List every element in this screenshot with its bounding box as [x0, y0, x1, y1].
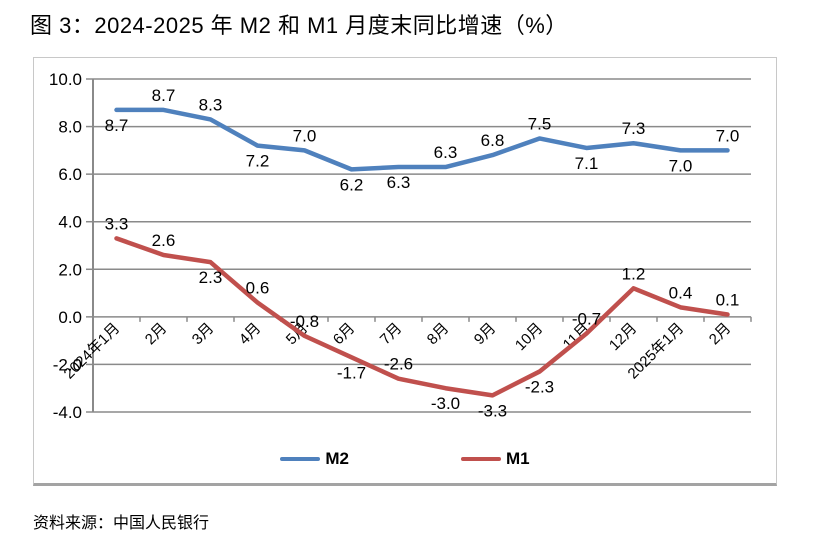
svg-text:7月: 7月 [377, 320, 406, 349]
svg-text:10.0: 10.0 [49, 70, 82, 89]
svg-text:0.1: 0.1 [716, 290, 740, 309]
svg-text:6.3: 6.3 [387, 173, 411, 192]
svg-text:8.0: 8.0 [58, 118, 82, 137]
svg-text:8月: 8月 [424, 320, 453, 349]
svg-text:2.0: 2.0 [58, 260, 82, 279]
svg-text:7.2: 7.2 [246, 152, 270, 171]
legend-item-m2: M2 [280, 449, 349, 469]
svg-text:7.5: 7.5 [528, 114, 552, 133]
svg-text:0.0: 0.0 [58, 308, 82, 327]
svg-text:4.0: 4.0 [58, 213, 82, 232]
svg-text:8.7: 8.7 [152, 86, 176, 105]
svg-text:8.3: 8.3 [199, 95, 223, 114]
svg-text:-3.0: -3.0 [431, 394, 460, 413]
svg-text:2024年1月: 2024年1月 [61, 320, 124, 383]
svg-text:2.3: 2.3 [199, 268, 223, 287]
svg-text:-2.6: -2.6 [384, 355, 413, 374]
legend-label-m2: M2 [325, 449, 349, 468]
m2-line-swatch [280, 457, 321, 461]
svg-text:12月: 12月 [606, 320, 640, 354]
svg-text:6月: 6月 [330, 320, 359, 349]
svg-text:6.2: 6.2 [340, 175, 364, 194]
svg-text:9月: 9月 [471, 320, 500, 349]
figure-title: 图 3：2024-2025 年 M2 和 M1 月度末同比增速（%） [30, 13, 568, 38]
svg-text:10月: 10月 [512, 320, 546, 354]
svg-text:7.0: 7.0 [716, 126, 740, 145]
svg-text:6.0: 6.0 [58, 165, 82, 184]
svg-text:7.0: 7.0 [669, 156, 693, 175]
m1-line-swatch [461, 457, 501, 461]
chart-frame: 10.0 8.0 6.0 4.0 2.0 0.0 -2.0 -4.0 2024年1月 2月 3月 4月… [33, 57, 777, 486]
svg-text:4月: 4月 [236, 320, 265, 349]
svg-text:-0.7: -0.7 [572, 310, 601, 329]
chart-legend: M2 M1 [34, 449, 776, 469]
svg-text:0.6: 0.6 [246, 279, 270, 298]
legend-item-m1: M1 [461, 449, 530, 469]
legend-label-m1: M1 [506, 449, 530, 468]
svg-text:-4.0: -4.0 [53, 403, 82, 422]
svg-text:-3.3: -3.3 [478, 401, 507, 420]
svg-text:6.8: 6.8 [481, 131, 505, 150]
m2-m1-line-chart: 10.0 8.0 6.0 4.0 2.0 0.0 -2.0 -4.0 2024年1月 2月 3月 4月… [49, 70, 752, 422]
svg-text:3.3: 3.3 [105, 214, 129, 233]
svg-text:-2.3: -2.3 [525, 378, 554, 397]
svg-text:-1.7: -1.7 [337, 363, 366, 382]
svg-text:2月: 2月 [706, 320, 735, 349]
svg-text:3月: 3月 [189, 320, 218, 349]
svg-text:1.2: 1.2 [622, 264, 646, 283]
svg-text:2月: 2月 [142, 320, 171, 349]
svg-text:0.4: 0.4 [669, 283, 693, 302]
svg-text:-2.0: -2.0 [53, 355, 82, 374]
svg-text:2.6: 2.6 [152, 231, 176, 250]
svg-text:8.7: 8.7 [105, 116, 129, 135]
source-note: 资料来源：中国人民银行 [33, 515, 210, 532]
svg-text:6.3: 6.3 [434, 143, 458, 162]
svg-text:7.0: 7.0 [293, 126, 317, 145]
svg-text:-0.8: -0.8 [290, 312, 319, 331]
svg-text:7.1: 7.1 [575, 154, 599, 173]
svg-text:7.3: 7.3 [622, 119, 646, 138]
